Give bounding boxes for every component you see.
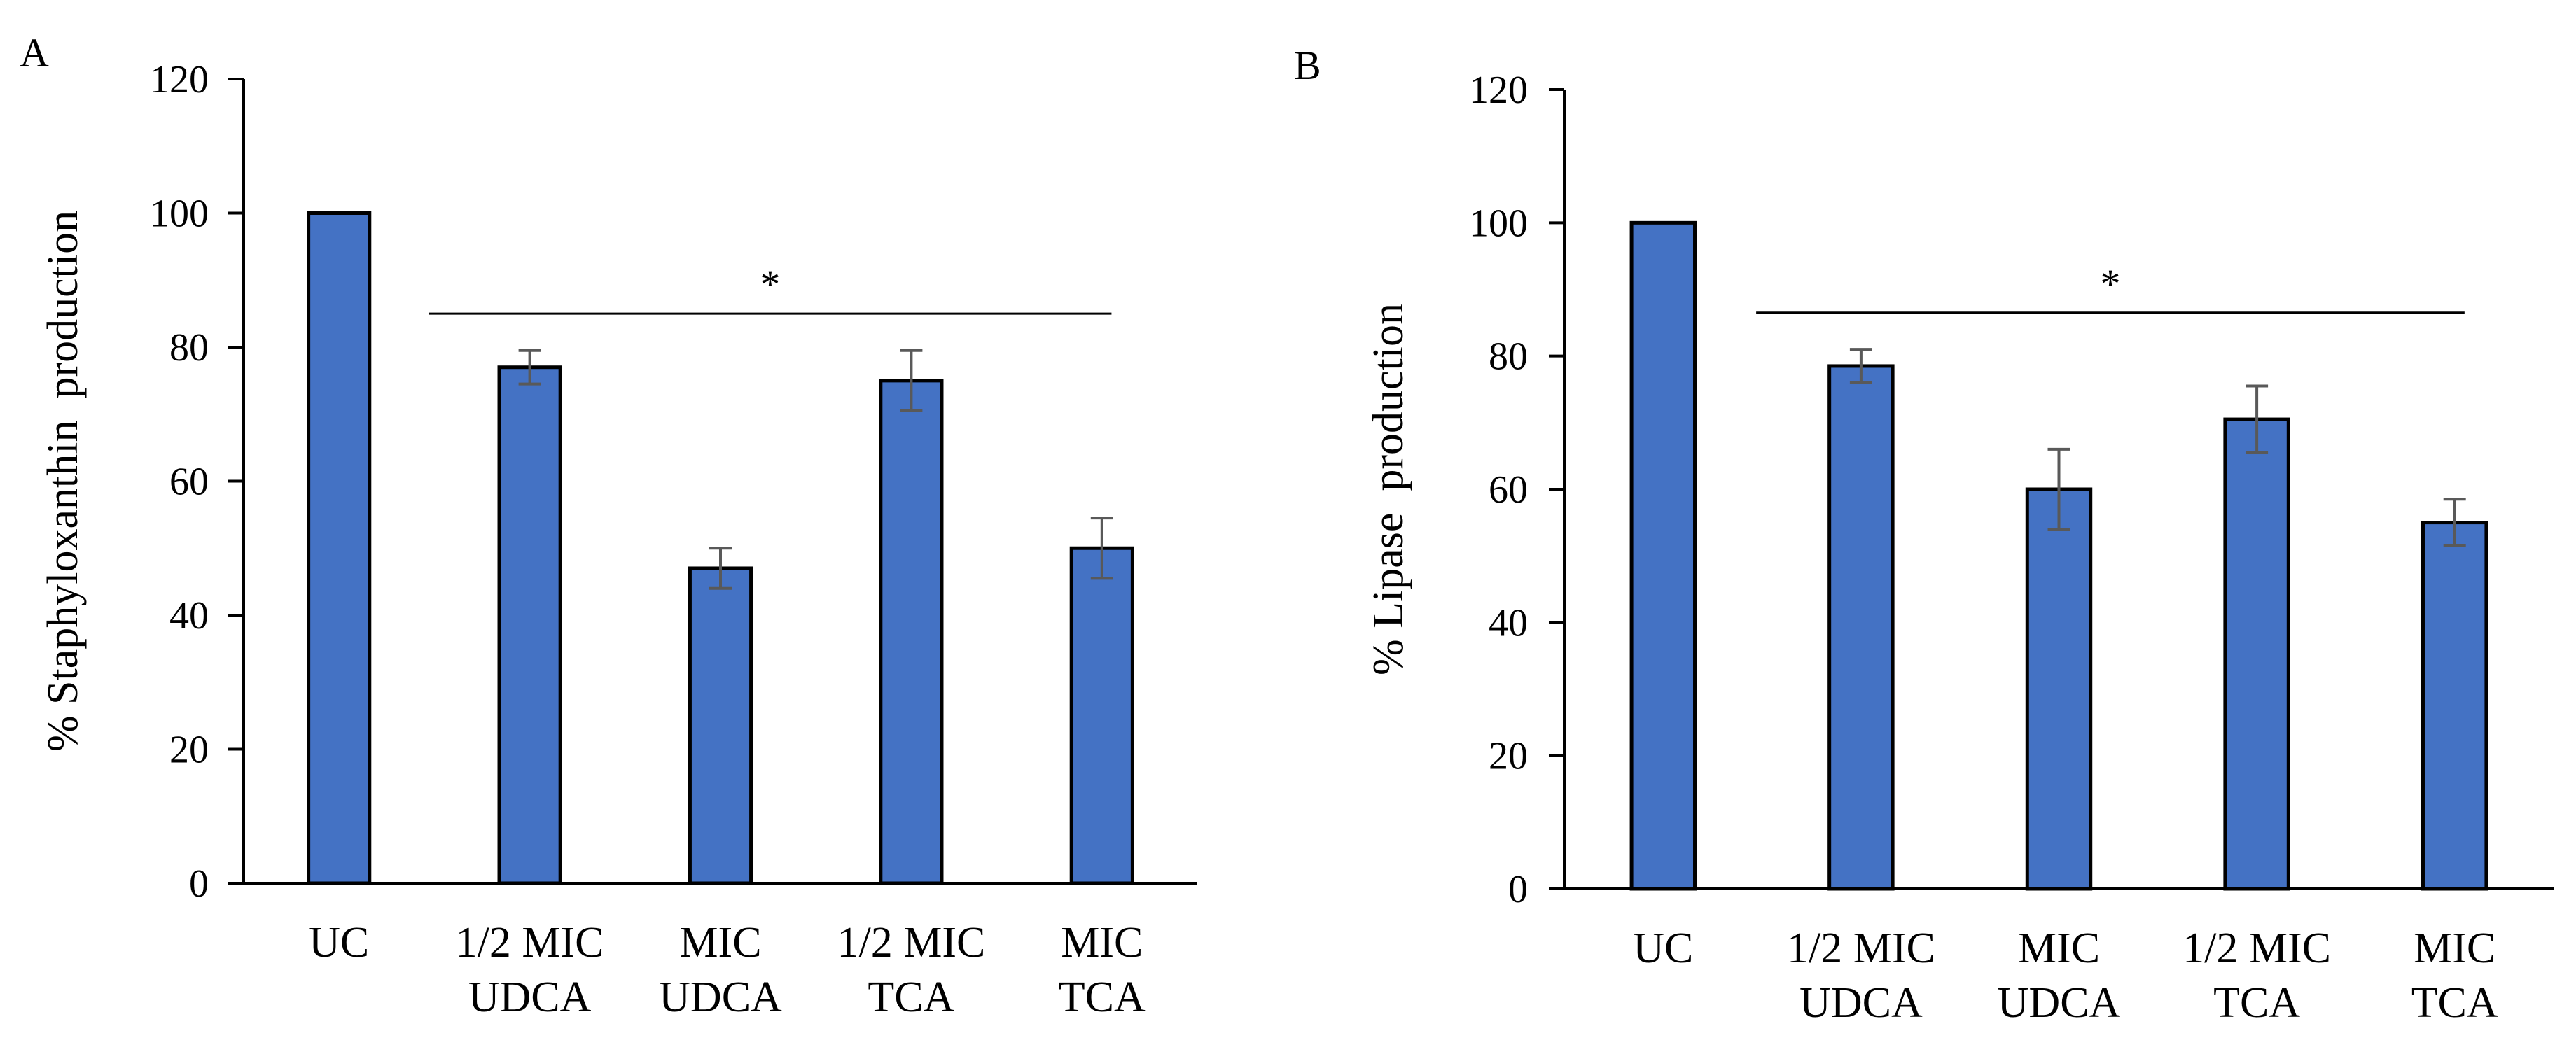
y-tick-label: 40 bbox=[169, 594, 209, 638]
bar bbox=[688, 566, 753, 885]
y-axis-title: % Staphyloxanthin production bbox=[39, 211, 87, 752]
panel-a: A 0 20 40 60 80 100 120 UC 1/2 MIC UDCA MIC UDCA 1/2 … bbox=[20, 30, 1197, 1021]
panel-b: B 0 20 40 60 80 100 120 UC 1/2 MIC UDCA MIC UDCA 1/2 … bbox=[1294, 43, 2554, 1027]
y-tick-label: 0 bbox=[189, 862, 209, 906]
significance-star: * bbox=[2100, 261, 2120, 307]
x-tick-label: 1/2 MIC bbox=[2182, 925, 2331, 972]
x-tick-label: 1/2 MIC bbox=[456, 919, 604, 967]
y-tick-label: 100 bbox=[1469, 202, 1528, 245]
x-tick-label: TCA bbox=[1059, 974, 1146, 1021]
bar bbox=[2223, 417, 2290, 891]
bar bbox=[497, 365, 562, 885]
x-tick-label: TCA bbox=[868, 974, 954, 1021]
bar bbox=[2421, 521, 2488, 891]
x-tick-label: UDCA bbox=[659, 974, 782, 1021]
bar bbox=[2025, 487, 2093, 891]
y-tick-label: 120 bbox=[1469, 69, 1528, 112]
y-tick-label: 60 bbox=[169, 461, 209, 504]
x-tick-label: MIC bbox=[1061, 919, 1143, 967]
y-tick-label: 100 bbox=[150, 192, 209, 236]
x-tick-label: UDCA bbox=[468, 974, 592, 1021]
y-tick-label: 80 bbox=[1489, 335, 1528, 379]
y-tick-label: 20 bbox=[1489, 735, 1528, 778]
panel-letter: A bbox=[20, 30, 49, 76]
x-tick-label: MIC bbox=[679, 919, 761, 967]
bar bbox=[879, 379, 944, 885]
x-tick-label: TCA bbox=[2411, 979, 2498, 1027]
y-tick-label: 60 bbox=[1489, 468, 1528, 512]
y-tick-label: 120 bbox=[150, 58, 209, 101]
bar bbox=[1069, 546, 1134, 885]
x-tick-label: UC bbox=[309, 919, 369, 967]
y-tick-label: 80 bbox=[169, 326, 209, 370]
bar bbox=[1629, 220, 1697, 891]
significance-star: * bbox=[760, 262, 780, 307]
y-tick-label: 20 bbox=[169, 729, 209, 772]
x-tick-label: UC bbox=[1633, 925, 1693, 972]
x-tick-label: UDCA bbox=[1799, 979, 1923, 1027]
x-tick-label: 1/2 MIC bbox=[1787, 925, 1935, 972]
x-tick-label: 1/2 MIC bbox=[837, 919, 985, 967]
y-axis-title: % Lipase production bbox=[1365, 303, 1412, 675]
bar bbox=[307, 211, 372, 885]
x-tick-label: MIC bbox=[2018, 925, 2100, 972]
y-tick-label: 40 bbox=[1489, 601, 1528, 645]
x-tick-label: TCA bbox=[2213, 979, 2300, 1027]
panel-letter: B bbox=[1294, 43, 1321, 88]
bar bbox=[1827, 364, 1895, 891]
y-tick-label: 0 bbox=[1508, 868, 1528, 911]
x-tick-label: UDCA bbox=[1998, 979, 2121, 1027]
x-tick-label: MIC bbox=[2414, 925, 2495, 972]
